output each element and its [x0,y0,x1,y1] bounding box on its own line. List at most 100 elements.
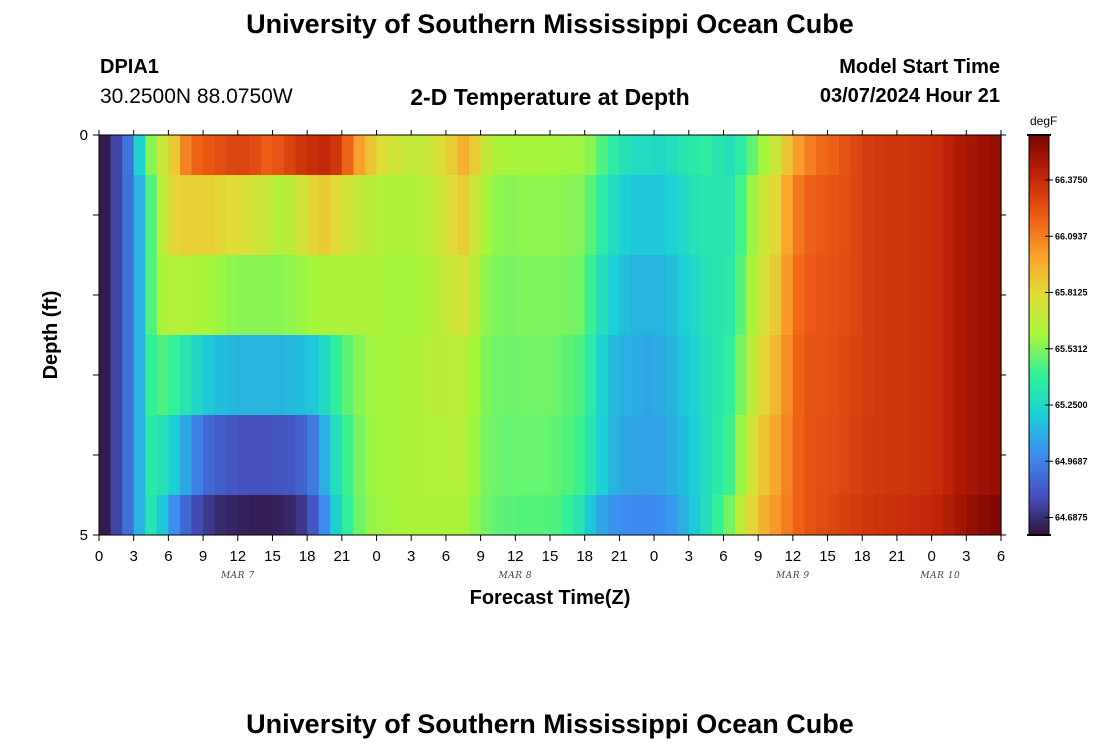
heatmap-cell [735,175,748,256]
heatmap-cell [769,335,782,416]
heatmap-cell [607,175,620,256]
heatmap-cell [133,175,146,256]
heatmap-cell [688,135,701,176]
heatmap-cell [931,495,944,536]
heatmap-cell [758,415,771,496]
heatmap-cell [873,495,886,536]
heatmap-cell [665,175,678,256]
heatmap-cell [307,495,320,536]
heatmap-cell [966,415,979,496]
heatmap-cell [99,135,112,176]
heatmap-cell [434,495,447,536]
heatmap-cell [573,495,586,536]
heatmap-cell [758,175,771,256]
heatmap-cell [515,335,528,416]
x-tick-label: 0 [650,548,658,565]
heatmap-cell [607,255,620,336]
heatmap-cell [388,415,401,496]
heatmap-cell [272,255,285,336]
page-title: University of Southern Mississippi Ocean… [246,9,854,39]
heatmap-cell [596,415,609,496]
heatmap-cell [399,175,412,256]
heatmap-cell [954,255,967,336]
heatmap-cell [284,415,297,496]
heatmap-cell [272,335,285,416]
heatmap-cell [226,335,239,416]
heatmap-cell [203,175,216,256]
heatmap-cell [700,415,713,496]
heatmap-cell [630,175,644,256]
heatmap-cell [839,175,852,256]
date-label: MAR 8 [498,571,533,581]
heatmap-cell [422,175,435,256]
heatmap-cell [538,415,551,496]
heatmap-cell [110,175,123,256]
heatmap-cell [272,495,285,536]
heatmap-cell [735,255,748,336]
heatmap-cell [781,335,794,416]
heatmap-cell [769,255,782,336]
heatmap-cell [792,415,806,496]
heatmap-cell [133,255,146,336]
heatmap-cell [746,255,759,336]
heatmap-cell [711,335,725,416]
heatmap-cell [804,255,817,336]
heatmap-cell [850,415,863,496]
heatmap-cell [711,495,725,536]
heatmap-cell [179,415,193,496]
heatmap-cell [746,335,759,416]
heatmap-cell [353,495,366,536]
heatmap-cell [469,255,482,336]
heatmap-cell [364,175,378,256]
heatmap-cell [156,335,169,416]
heatmap-cell [735,415,748,496]
heatmap-cell [781,135,794,176]
heatmap-cell [284,335,297,416]
heatmap-cell [966,495,979,536]
heatmap-cell [596,135,609,176]
heatmap-cell [839,415,852,496]
heatmap-cell [203,415,216,496]
heatmap-cell [989,255,1002,336]
heatmap-cell [677,335,690,416]
heatmap-cell [677,415,690,496]
heatmap-cell [295,335,308,416]
heatmap-cell [839,495,852,536]
heatmap-cell [896,135,910,176]
x-tick-label: 9 [476,548,484,565]
heatmap-cell [179,255,193,336]
heatmap-cell [885,255,898,336]
y-tick-label: 0 [80,127,88,144]
heatmap-cell [607,415,620,496]
heatmap-cell [376,415,389,496]
heatmap-cell [526,255,540,336]
heatmap-cell [792,175,806,256]
heatmap-cell [850,135,863,176]
heatmap-cell [896,495,910,536]
heatmap-cell [99,335,112,416]
heatmap-cell [931,255,944,336]
colorbar-tick-label: 65.2500 [1055,400,1088,410]
colorbar-tick-label: 64.6875 [1055,513,1088,523]
heatmap-cell [295,415,308,496]
heatmap-cell [422,135,435,176]
heatmap-cell [792,335,806,416]
heatmap-cell [284,255,297,336]
colorbar-tick-label: 65.8125 [1055,288,1088,298]
heatmap-cell [191,495,204,536]
heatmap-cell [584,175,597,256]
x-tick-label: 15 [542,548,559,565]
heatmap-cell [203,255,216,336]
heatmap-cell [977,335,991,416]
heatmap-cell [619,495,632,536]
heatmap-cell [330,495,343,536]
heatmap-cell [214,415,227,496]
heatmap-cell [295,175,308,256]
heatmap-cell [214,255,227,336]
heatmap-cell [226,415,239,496]
heatmap-cell [133,135,146,176]
x-tick-label: 15 [264,548,281,565]
heatmap-cell [596,495,609,536]
x-tick-label: 0 [927,548,935,565]
heatmap-cell [457,495,470,536]
